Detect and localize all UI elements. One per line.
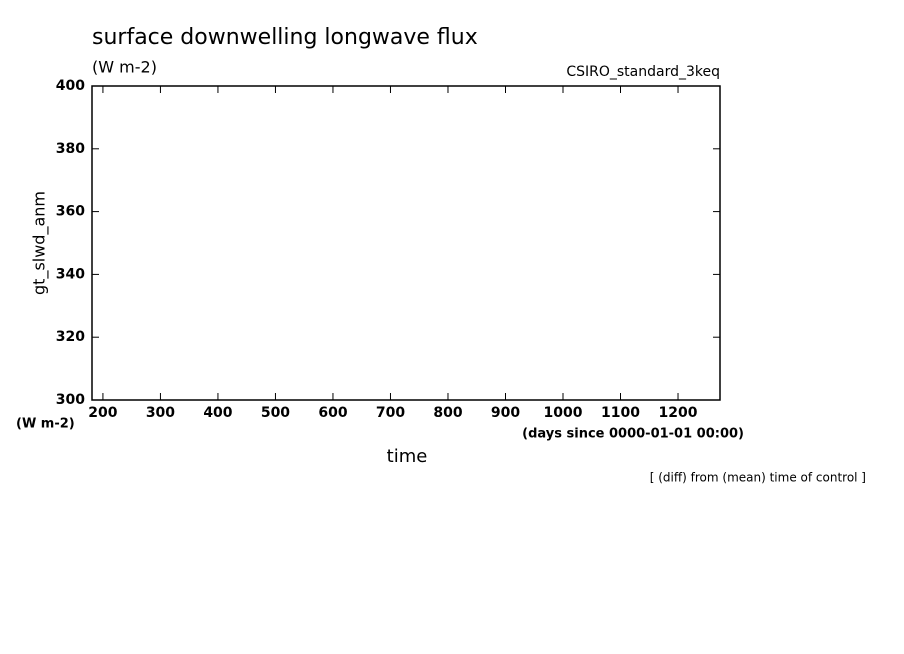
x-tick-label: 800 (433, 405, 462, 421)
chart-subtitle: (W m-2) (92, 58, 157, 77)
y-axis-label: gt_slwd_anm (30, 191, 50, 295)
y-tick-label: 300 (56, 392, 85, 408)
x-units: (days since 0000-01-01 00:00) (522, 427, 744, 442)
x-tick-label: 500 (261, 405, 290, 421)
x-tick-label: 200 (88, 405, 117, 421)
annotation: CSIRO_standard_3keq (566, 64, 720, 80)
chart-title: surface downwelling longwave flux (92, 25, 478, 50)
x-tick-label: 400 (203, 405, 232, 421)
y-tick-label: 360 (56, 204, 85, 220)
x-tick-label: 900 (491, 405, 520, 421)
y-tick-label: 340 (56, 266, 85, 282)
x-tick-label: 1000 (544, 405, 583, 421)
x-tick-label: 600 (318, 405, 347, 421)
y-tick-label: 400 (56, 78, 85, 94)
x-axis-label: time (387, 446, 428, 467)
plot-frame (91, 85, 721, 401)
y-tick-label: 320 (56, 329, 85, 345)
x-tick-label: 300 (146, 405, 175, 421)
y-tick-label: 380 (56, 141, 85, 157)
x-tick-label: 1100 (601, 405, 640, 421)
x-tick-label: 1200 (659, 405, 698, 421)
x-tick-label: 700 (376, 405, 405, 421)
note: [ (diff) from (mean) time of control ] (650, 471, 866, 485)
y-units: (W m-2) (16, 417, 75, 432)
